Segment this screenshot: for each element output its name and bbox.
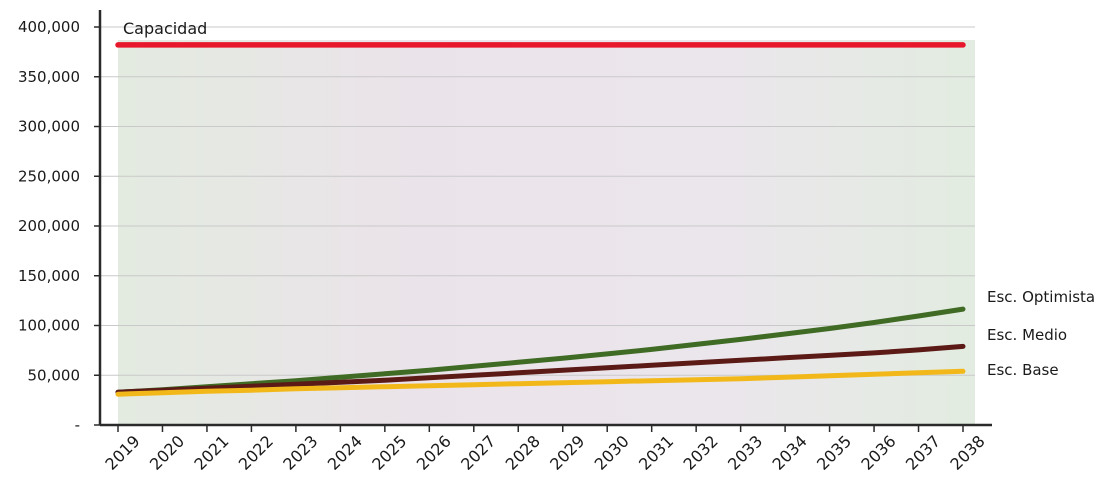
x-tick-label: 2025	[368, 432, 410, 474]
series-line-esc-optimista	[115, 306, 966, 395]
x-tick-label: 2034	[768, 432, 810, 474]
series-label: Capacidad	[123, 19, 207, 38]
series-label: Esc. Medio	[987, 326, 1067, 344]
y-tick-label: 100,000	[18, 317, 80, 335]
series-line-esc-base	[115, 368, 966, 397]
x-tick-label: 2019	[101, 432, 143, 474]
axes	[94, 10, 992, 432]
x-tick-label: 2022	[235, 432, 277, 474]
x-tick-label: 2036	[857, 432, 899, 474]
y-tick-label: 250,000	[18, 167, 80, 185]
y-tick-label: -	[75, 416, 80, 434]
x-tick-label: 2020	[146, 432, 188, 474]
x-tick-label: 2037	[902, 432, 944, 474]
y-tick-label: 400,000	[18, 18, 80, 36]
y-tick-label: 300,000	[18, 118, 80, 136]
x-tick-label: 2038	[946, 432, 988, 474]
x-tick-label: 2027	[457, 432, 499, 474]
series-lines	[115, 42, 966, 397]
series-line-esc-medio	[115, 343, 966, 395]
y-tick-label: 50,000	[28, 366, 81, 384]
x-tick-label: 2030	[591, 432, 633, 474]
y-tick-label: 350,000	[18, 68, 80, 86]
x-tick-label: 2033	[724, 432, 766, 474]
x-tick-label: 2026	[413, 432, 455, 474]
x-tick-label: 2029	[546, 432, 588, 474]
plot-background	[118, 40, 975, 425]
x-tick-label: 2031	[635, 432, 677, 474]
series-label: Esc. Base	[987, 361, 1059, 379]
x-tick-label: 2021	[190, 432, 232, 474]
x-tick-label: 2024	[324, 432, 366, 474]
y-tick-label: 150,000	[18, 267, 80, 285]
y-tick-label: 200,000	[18, 217, 80, 235]
x-tick-label: 2028	[502, 432, 544, 474]
x-tick-label: 2023	[279, 432, 321, 474]
x-tick-label: 2032	[680, 432, 722, 474]
gridlines	[100, 26, 975, 376]
x-tick-label: 2035	[813, 432, 855, 474]
series-label: Esc. Optimista	[987, 288, 1095, 306]
